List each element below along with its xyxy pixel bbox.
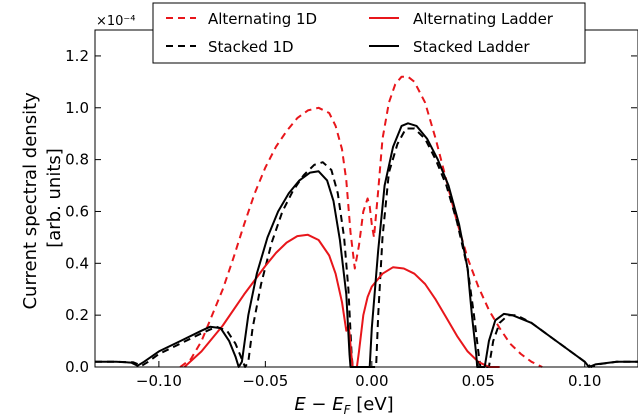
x-axis-label-minus: − — [306, 394, 333, 415]
legend: Alternating 1D Stacked 1D Alternating La… — [152, 2, 586, 64]
y-axis-label: Current spectral density [arb. units] — [20, 86, 65, 309]
y-axis-label-line-2: [arb. units] — [44, 148, 65, 248]
series-line-alternating-1d — [179, 75, 543, 368]
series-line-stacked-1d — [95, 127, 638, 368]
legend-label-alternating-1d: Alternating 1D — [208, 10, 317, 28]
y-axis-label-line-1: Current spectral density — [20, 92, 41, 310]
x-tick-label: 0.05 — [462, 372, 495, 390]
x-axis-label-e: E — [294, 394, 306, 415]
y-tick-label: 1.0 — [65, 99, 89, 117]
y-tick-label: 0.8 — [65, 151, 89, 169]
y-multiplier: ×10⁻⁴ — [96, 14, 136, 29]
plot-background — [95, 30, 638, 367]
x-axis-label-ef-sub: F — [344, 403, 352, 417]
y-tick-label: 1.2 — [65, 47, 89, 65]
x-tick-label: −0.05 — [242, 372, 288, 390]
x-ticks: −0.10 −0.05 0.00 0.05 0.10 — [136, 30, 601, 390]
legend-label-stacked-1d: Stacked 1D — [208, 38, 294, 56]
y-tick-label: 0.0 — [65, 358, 89, 376]
x-tick-label: −0.10 — [136, 372, 182, 390]
legend-box — [152, 2, 586, 64]
x-axis-label-unit: [eV] — [351, 394, 394, 415]
y-tick-label: 0.4 — [65, 254, 89, 272]
x-tick-label: 0.10 — [568, 372, 601, 390]
x-axis-label: E − EF [eV] — [294, 394, 393, 417]
x-tick-label: 0.00 — [355, 372, 388, 390]
y-tick-label: 0.6 — [65, 202, 89, 220]
legend-label-alternating-ladder: Alternating Ladder — [413, 10, 554, 28]
y-tick-label: 0.2 — [65, 306, 89, 324]
legend-label-stacked-ladder: Stacked Ladder — [413, 38, 530, 56]
x-axis-label-ef: E — [332, 394, 344, 415]
